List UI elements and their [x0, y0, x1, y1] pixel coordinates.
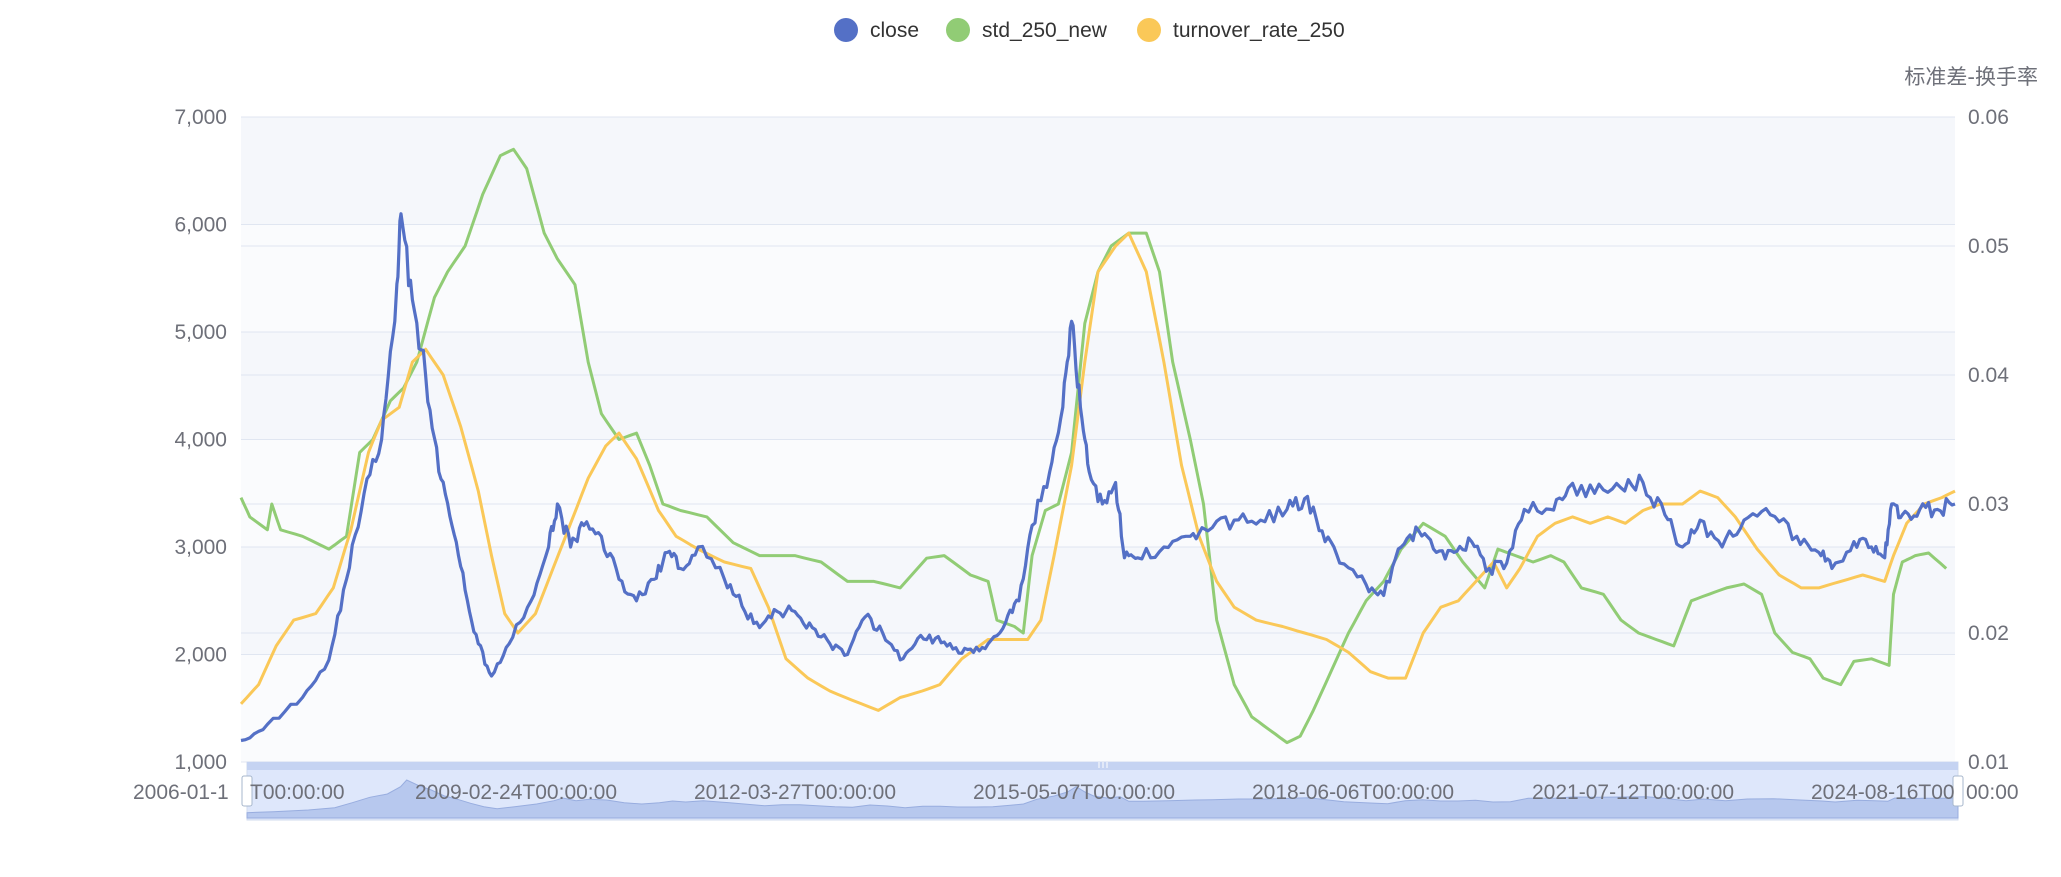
right-axis-tick-label: 0.05	[1968, 235, 2009, 258]
legend-item-close[interactable]: close	[834, 18, 919, 42]
left-axis-tick-label: 2,000	[174, 644, 227, 667]
left-axis-tick-label: 1,000	[174, 751, 227, 774]
plot-band	[241, 547, 1955, 655]
datazoom-slider[interactable]: 2006-01-1 T00:00:00 2009-02-24T00:00:00 201…	[133, 761, 2019, 821]
datazoom-label: 2012-03-27T00:00:00	[694, 781, 896, 804]
legend-marker-icon	[1137, 18, 1161, 42]
left-axis-tick-label: 6,000	[174, 214, 227, 237]
left-axis-tick-label: 7,000	[174, 106, 227, 129]
right-axis-ticks: 0.01 0.02 0.03 0.04 0.05 0.06	[1968, 106, 2009, 774]
right-axis-tick-label: 0.04	[1968, 364, 2009, 387]
datazoom-label: 2021-07-12T00:00:00	[1532, 781, 1734, 804]
legend-label: turnover_rate_250	[1173, 19, 1345, 42]
datazoom-label: 2006-01-1	[133, 781, 229, 804]
left-axis-tick-label: 3,000	[174, 536, 227, 559]
right-axis-tick-label: 0.06	[1968, 106, 2009, 129]
datazoom-label: 2018-06-06T00:00:00	[1252, 781, 1454, 804]
right-axis-name: 标准差-换手率	[1904, 65, 2038, 89]
left-axis-tick-label: 5,000	[174, 321, 227, 344]
right-axis-tick-label: 0.01	[1968, 751, 2009, 774]
datazoom-left-handle[interactable]	[241, 775, 253, 807]
datazoom-right-handle[interactable]	[1952, 775, 1964, 807]
datazoom-label: 2015-05-07T00:00:00	[973, 781, 1175, 804]
datazoom-label: 2009-02-24T00:00:00	[415, 781, 617, 804]
plot-band	[241, 654, 1955, 762]
datazoom-preview-area	[246, 779, 1959, 819]
left-axis-ticks: 1,000 2,000 3,000 4,000 5,000 6,000 7,000	[174, 106, 227, 774]
plot-band	[241, 117, 1955, 225]
datazoom-label: 00:00	[1966, 781, 2019, 804]
right-axis-tick-label: 0.02	[1968, 622, 2009, 645]
series-layer	[239, 147, 1956, 745]
plot-band	[241, 332, 1955, 440]
legend-label: std_250_new	[982, 19, 1108, 42]
series-line-close[interactable]	[240, 212, 1956, 743]
legend-marker-icon	[946, 18, 970, 42]
legend[interactable]: close std_250_new turnover_rate_250	[834, 18, 1345, 42]
series-line-turnover-rate-250[interactable]	[239, 231, 1956, 712]
legend-item-std-250-new[interactable]: std_250_new	[946, 18, 1108, 42]
plot-background	[241, 117, 1955, 762]
datazoom-label: T00:00:00	[250, 781, 345, 804]
right-axis-tick-label: 0.03	[1968, 493, 2009, 516]
left-axis-tick-label: 4,000	[174, 429, 227, 452]
legend-marker-icon	[834, 18, 858, 42]
legend-item-turnover-rate-250[interactable]: turnover_rate_250	[1137, 18, 1345, 42]
datazoom-label: 2024-08-16T00	[1811, 781, 1955, 804]
series-line-std-250-new[interactable]	[239, 147, 1948, 745]
legend-label: close	[870, 19, 919, 42]
